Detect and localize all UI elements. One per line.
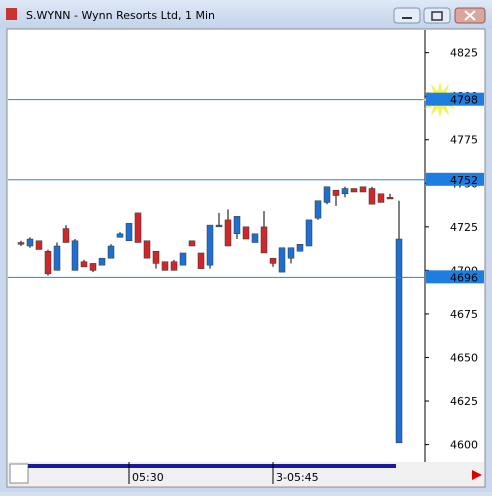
candle-body [386,196,394,200]
candle-body [224,219,232,247]
candle-body [278,247,286,273]
scroll-bar[interactable] [28,464,396,468]
candle-body [170,261,178,271]
candle-body [350,188,358,193]
candle-body [395,238,403,444]
candle-body [134,212,142,243]
candle-body [206,224,214,266]
x-tick-label: 3-05:45 [276,471,319,484]
candle-body [341,188,349,194]
candle-body [332,190,340,196]
candle-body [215,224,223,228]
candle-body [242,226,250,240]
candle-body [233,216,241,235]
price-line-label: 4752 [450,174,478,187]
candle-body [116,233,124,238]
x-tick-label: 05:30 [132,471,164,484]
candle-body [62,228,70,243]
scroll-box[interactable] [9,463,29,484]
minimize-icon [402,17,412,19]
candle-body [377,193,385,203]
candle-body [35,240,43,250]
candle-body [179,252,187,266]
candle-body [107,245,115,259]
candle-body [71,240,79,271]
app-icon [6,8,17,20]
window-buttons[interactable] [393,7,486,24]
restore-button[interactable] [423,7,451,24]
candle-body [197,252,205,269]
candle-body [98,257,106,266]
minimize-button[interactable] [393,7,421,24]
candle-body [269,257,277,264]
candle-body [89,263,97,271]
y-tick-label: 4600 [450,439,478,452]
y-tick-label: 4825 [450,47,478,60]
candle-body [53,245,61,271]
candle-body [17,242,25,245]
candle-body [26,238,34,247]
candle-body [80,261,88,268]
candle-body [161,261,169,271]
plot: 4600462546504675470047254750477548004825… [8,47,484,452]
y-tick-label: 4650 [450,351,478,364]
price-line-label: 4696 [450,271,478,284]
candle-body [296,244,304,252]
candle-body [323,186,331,203]
candle-body [188,240,196,247]
y-tick-label: 4775 [450,134,478,147]
price-line-label: 4798 [450,94,478,107]
price-line-box [426,270,484,284]
y-tick-label: 4625 [450,395,478,408]
candle-body [152,250,160,264]
close-icon [464,10,476,21]
candle-body [314,200,322,219]
candle-body [359,186,367,193]
price-line-box [426,92,484,106]
y-tick-label: 4675 [450,308,478,321]
window-title: S.WYNN - Wynn Resorts Ltd, 1 Min [26,9,215,22]
y-tick-label: 4725 [450,221,478,234]
candle-body [143,240,151,259]
candle-body [44,250,52,275]
candle-body [305,219,313,247]
candle-body [287,247,295,259]
restore-icon [431,11,443,21]
chart-panel [6,28,486,488]
scroll-right-arrow[interactable] [472,470,482,480]
candle-body [125,223,133,242]
candle-body [368,188,376,205]
candle-body [260,226,268,254]
candle-body [251,233,259,243]
price-line-box [426,172,484,186]
